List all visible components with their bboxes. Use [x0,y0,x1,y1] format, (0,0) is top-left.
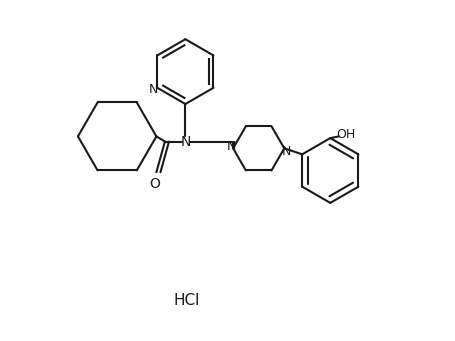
Text: N: N [180,134,190,149]
Text: O: O [149,177,160,191]
Text: N: N [148,83,157,96]
Text: HCl: HCl [173,293,200,308]
Text: OH: OH [335,128,354,141]
Text: N: N [226,140,236,153]
Text: N: N [281,145,290,158]
